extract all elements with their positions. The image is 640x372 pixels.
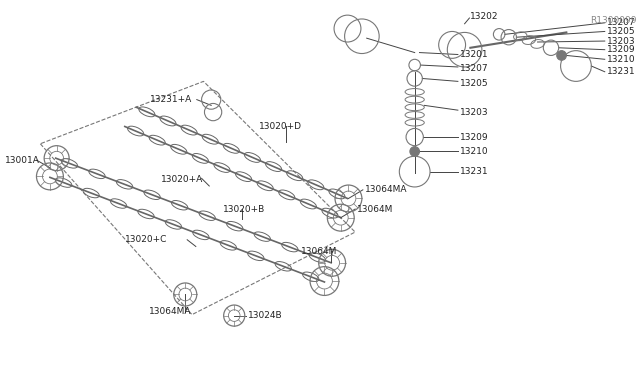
Text: 13020+B: 13020+B xyxy=(223,205,265,214)
Text: 13064MA: 13064MA xyxy=(148,307,191,316)
Text: 13201: 13201 xyxy=(460,50,488,59)
Text: 13231: 13231 xyxy=(607,67,636,76)
Text: 13209: 13209 xyxy=(607,45,636,54)
Text: 13064MA: 13064MA xyxy=(365,185,407,194)
Text: 13202: 13202 xyxy=(470,12,499,20)
Circle shape xyxy=(557,51,566,60)
Text: 13024B: 13024B xyxy=(248,311,282,320)
Text: 13205: 13205 xyxy=(460,79,488,88)
Text: 13205: 13205 xyxy=(607,27,636,36)
Text: 13207: 13207 xyxy=(607,18,636,27)
Text: 13203: 13203 xyxy=(607,36,636,45)
Text: 13210: 13210 xyxy=(607,55,636,64)
Text: R1300099: R1300099 xyxy=(590,16,637,25)
Text: 13064M: 13064M xyxy=(300,247,337,256)
Text: 13210: 13210 xyxy=(460,147,488,156)
Text: 13231+A: 13231+A xyxy=(150,95,192,104)
Text: 13020+A: 13020+A xyxy=(161,175,204,184)
Text: 13020+D: 13020+D xyxy=(259,122,302,131)
Text: 13020+C: 13020+C xyxy=(125,235,167,244)
Text: 13001A: 13001A xyxy=(4,155,40,164)
Text: 13203: 13203 xyxy=(460,108,488,116)
Text: 13209: 13209 xyxy=(460,132,488,141)
Text: 13231: 13231 xyxy=(460,167,488,176)
Circle shape xyxy=(410,147,419,156)
Text: 13064M: 13064M xyxy=(357,205,394,214)
Text: 13207: 13207 xyxy=(460,64,488,73)
